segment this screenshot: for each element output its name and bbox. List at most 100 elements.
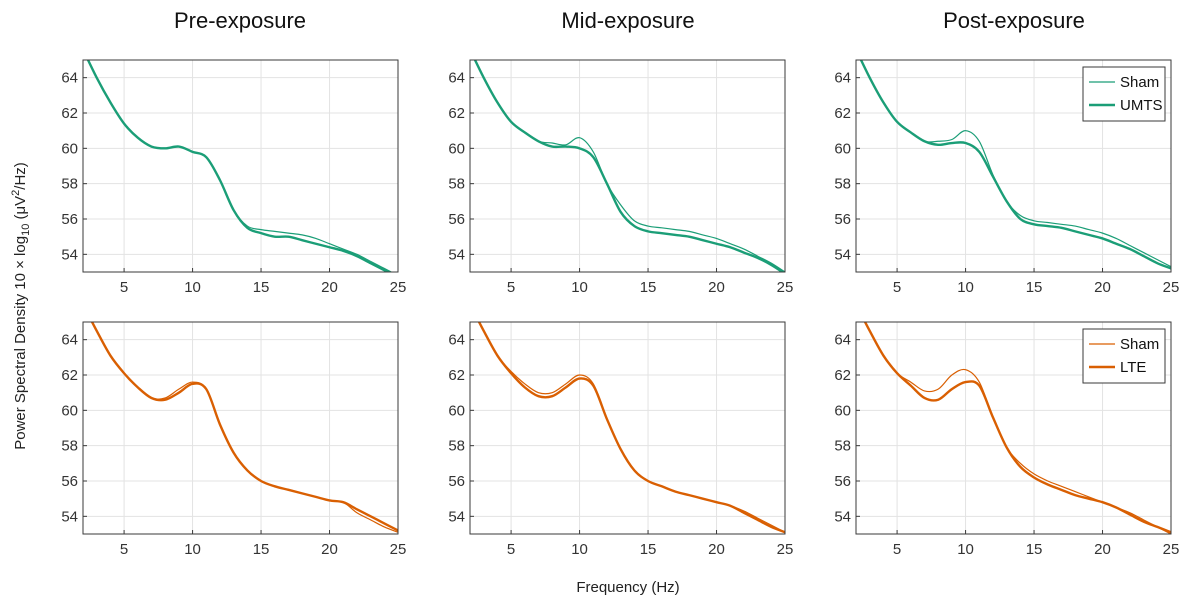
y-tick-label: 64 — [61, 70, 78, 87]
y-tick-label: 58 — [61, 438, 78, 455]
series-line-umts — [859, 60, 1171, 270]
series-group — [90, 322, 398, 533]
x-tick-label: 10 — [571, 541, 588, 558]
x-tick-label: 15 — [1026, 541, 1043, 558]
y-tick-label: 58 — [448, 438, 465, 455]
y-tick-label: 58 — [834, 438, 851, 455]
y-tick-label: 58 — [61, 176, 78, 193]
y-tick-label: 62 — [61, 367, 78, 384]
x-tick-label: 5 — [507, 541, 515, 558]
x-tick-label: 15 — [640, 541, 657, 558]
series-group — [86, 60, 393, 272]
x-tick-label: 20 — [1094, 279, 1111, 296]
series-line-umts — [86, 60, 391, 272]
y-tick-label: 60 — [61, 402, 78, 419]
y-tick-label: 56 — [834, 211, 851, 228]
y-tick-label: 60 — [448, 140, 465, 157]
x-tick-label: 20 — [321, 541, 338, 558]
legend: Sham UMTS — [1082, 66, 1166, 122]
panels: 5 10 15 20 25 54 56 58 60 62 64 5 10 15 20 25 54 56 58 60 62… — [61, 59, 1180, 558]
y-tick-label: 58 — [448, 176, 465, 193]
axes-frame — [855, 59, 1172, 273]
y-tick-label: 60 — [448, 402, 465, 419]
plot-area — [83, 322, 398, 534]
y-tick-label: 56 — [448, 211, 465, 228]
x-tick-label: 15 — [1026, 279, 1043, 296]
x-tick-label: 25 — [390, 541, 407, 558]
y-tick-label: 64 — [448, 332, 465, 349]
panel-1-0: 5 10 15 20 25 54 56 58 60 62 64 — [61, 321, 407, 558]
legend-box — [1082, 66, 1166, 122]
legend-box — [1082, 328, 1166, 384]
series-line-umts — [473, 60, 785, 272]
y-tick-label: 62 — [448, 105, 465, 122]
x-tick-label: 25 — [390, 279, 407, 296]
legend-label-umts: UMTS — [1120, 97, 1163, 114]
x-axis-label: Frequency (Hz) — [576, 579, 679, 596]
x-tick-label: 20 — [708, 279, 725, 296]
x-tick-label: 20 — [708, 541, 725, 558]
y-tick-label: 60 — [834, 140, 851, 157]
x-tick-label: 10 — [571, 279, 588, 296]
y-tick-label: 60 — [61, 140, 78, 157]
panel-0-2: 5 10 15 20 25 54 56 58 60 62 64 Sham UMTS — [834, 59, 1180, 296]
plot-area — [83, 60, 398, 272]
series-line-lte — [90, 322, 398, 532]
y-axis-label-tail: /Hz) — [12, 162, 29, 190]
y-tick-label: 54 — [448, 508, 465, 525]
series-group — [473, 60, 785, 272]
y-tick-label: 56 — [834, 473, 851, 490]
y-tick-label: 62 — [834, 105, 851, 122]
y-tick-label: 56 — [61, 473, 78, 490]
axes-frame — [469, 321, 786, 535]
legend-label-sham: Sham — [1120, 336, 1159, 353]
column-title-mid-exposure: Mid-exposure — [561, 8, 694, 33]
y-tick-label: 64 — [448, 70, 465, 87]
y-axis-label: Power Spectral Density 10 × log10 (μV2/H… — [10, 162, 32, 450]
x-tick-label: 5 — [120, 279, 128, 296]
y-axis-label-unit: (μV — [12, 196, 29, 224]
series-line-lte — [863, 322, 1171, 534]
legend-label-lte: LTE — [1120, 359, 1146, 376]
x-tick-label: 5 — [893, 541, 901, 558]
series-group — [477, 322, 785, 534]
y-tick-label: 54 — [448, 246, 465, 263]
y-tick-label: 54 — [834, 246, 851, 263]
legend-label-sham: Sham — [1120, 74, 1159, 91]
axes-frame — [82, 321, 399, 535]
y-tick-label: 62 — [61, 105, 78, 122]
x-tick-label: 10 — [184, 279, 201, 296]
plot-area — [470, 60, 785, 272]
y-tick-label: 56 — [448, 473, 465, 490]
y-tick-label: 64 — [834, 70, 851, 87]
x-tick-label: 10 — [184, 541, 201, 558]
x-tick-label: 15 — [253, 279, 270, 296]
panel-0-0: 5 10 15 20 25 54 56 58 60 62 64 — [61, 59, 407, 296]
x-tick-label: 10 — [957, 279, 974, 296]
x-tick-label: 5 — [507, 279, 515, 296]
axes-frame — [469, 59, 786, 273]
x-tick-label: 15 — [253, 541, 270, 558]
y-tick-label: 54 — [61, 246, 78, 263]
y-tick-label: 62 — [834, 367, 851, 384]
axes-frame — [855, 321, 1172, 535]
y-tick-label: 64 — [834, 332, 851, 349]
panel-0-1: 5 10 15 20 25 54 56 58 60 62 64 — [448, 59, 794, 296]
x-tick-label: 5 — [893, 279, 901, 296]
y-tick-label: 58 — [834, 176, 851, 193]
series-group — [863, 322, 1171, 534]
x-tick-label: 25 — [1163, 279, 1180, 296]
y-tick-label: 56 — [61, 211, 78, 228]
y-axis-label-superscript: 2 — [10, 190, 22, 196]
column-title-post-exposure: Post-exposure — [943, 8, 1085, 33]
x-tick-label: 15 — [640, 279, 657, 296]
x-tick-label: 25 — [777, 279, 794, 296]
y-tick-label: 62 — [448, 367, 465, 384]
column-title-pre-exposure: Pre-exposure — [174, 8, 306, 33]
panel-1-1: 5 10 15 20 25 54 56 58 60 62 64 — [448, 321, 793, 558]
x-tick-label: 10 — [957, 541, 974, 558]
y-axis-label-prefix: Power Spectral Density 10 × log — [12, 236, 29, 450]
series-group — [859, 60, 1171, 270]
